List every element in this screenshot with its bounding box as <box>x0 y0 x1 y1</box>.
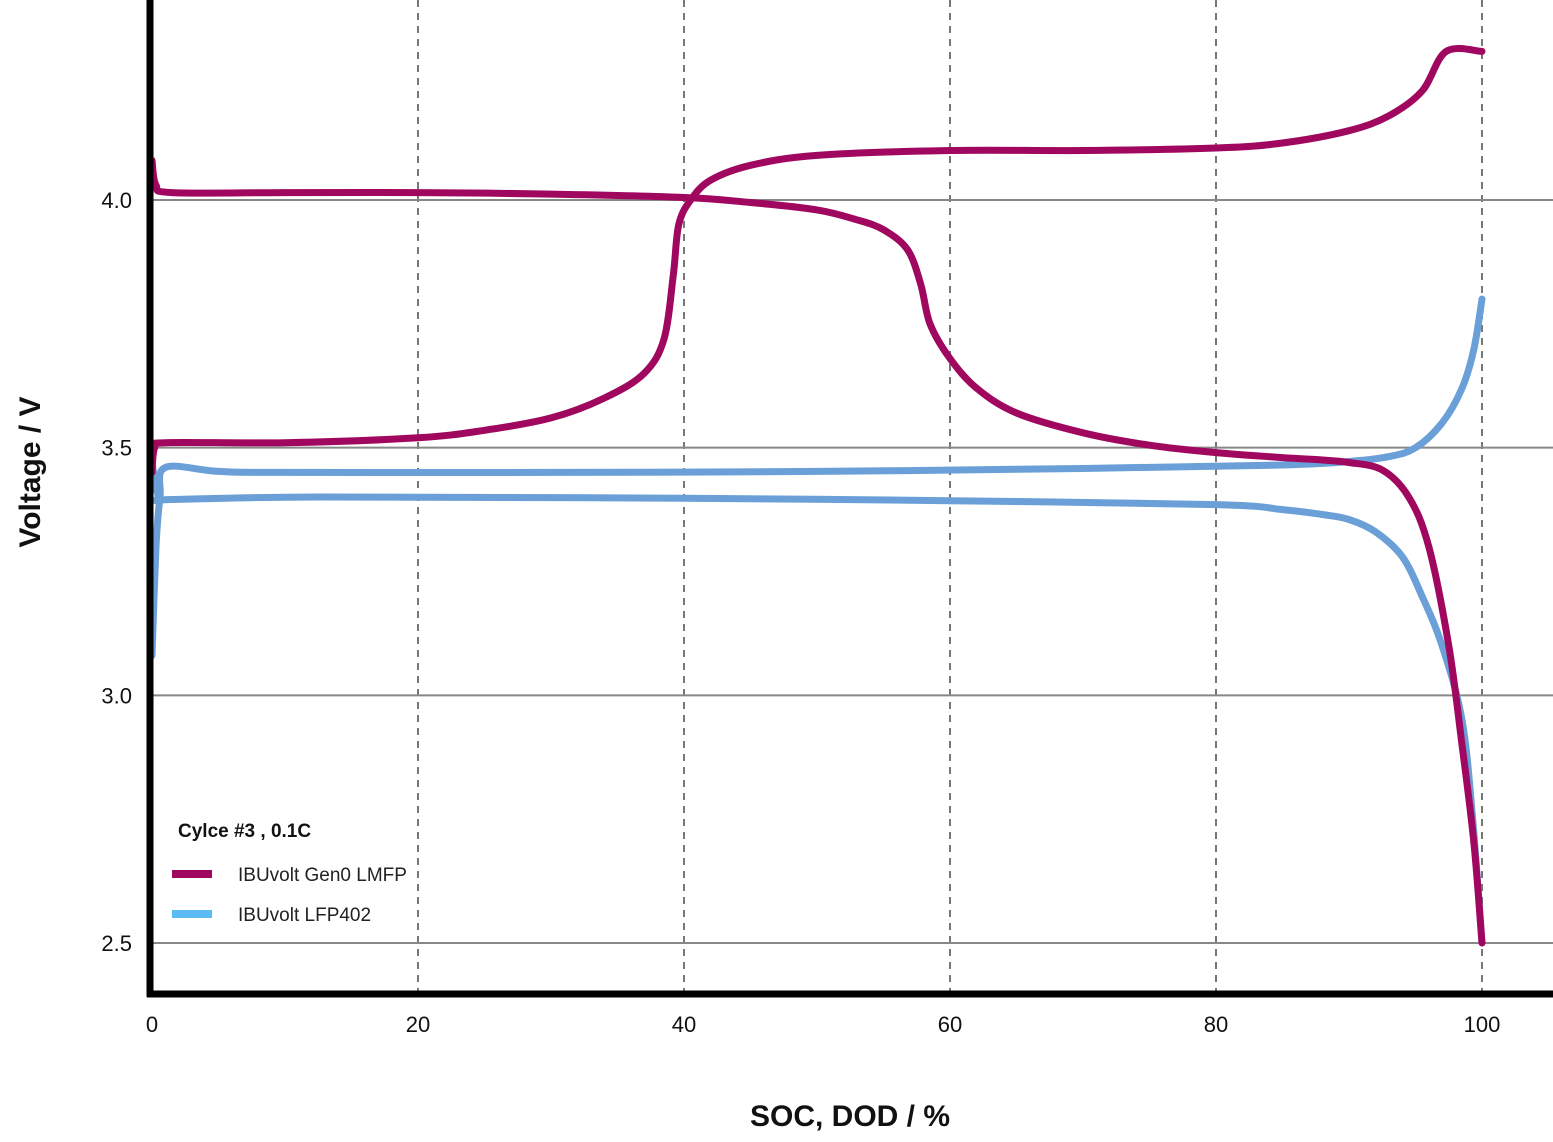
x-tick-labels: 0 20 40 60 80 100 <box>146 1012 1500 1037</box>
x-axis-title: SOC, DOD / % <box>750 1100 950 1133</box>
y-tick-labels: 2.5 3.0 3.5 4.0 <box>101 188 132 956</box>
y-tick-label: 3.0 <box>101 683 132 708</box>
legend-label-lfp402: IBUvolt LFP402 <box>238 905 371 926</box>
x-tick-label: 100 <box>1464 1012 1501 1037</box>
x-tick-label: 0 <box>146 1012 158 1037</box>
legend-title: Cylce #3 , 0.1C <box>178 821 311 842</box>
y-tick-label: 4.0 <box>101 188 132 213</box>
x-tick-label: 80 <box>1204 1012 1228 1037</box>
x-tick-label: 60 <box>938 1012 962 1037</box>
y-tick-label: 2.5 <box>101 931 132 956</box>
lfp402-charge-line <box>148 295 1486 660</box>
series-lines <box>148 45 1486 947</box>
lmfp-charge-line <box>148 45 1486 476</box>
legend: Cylce #3 , 0.1C IBUvolt Gen0 LMFP IBUvol… <box>172 821 407 926</box>
horizontal-grid-lines <box>150 199 1553 944</box>
lfp402-discharge-line <box>148 459 1486 947</box>
lmfp-discharge-line <box>148 156 1486 947</box>
x-tick-label: 40 <box>672 1012 696 1037</box>
y-tick-label: 3.5 <box>101 436 132 461</box>
legend-label-lmfp: IBUvolt Gen0 LMFP <box>238 865 407 886</box>
y-axis-title: Voltage / V <box>14 396 47 547</box>
x-tick-label: 20 <box>406 1012 430 1037</box>
